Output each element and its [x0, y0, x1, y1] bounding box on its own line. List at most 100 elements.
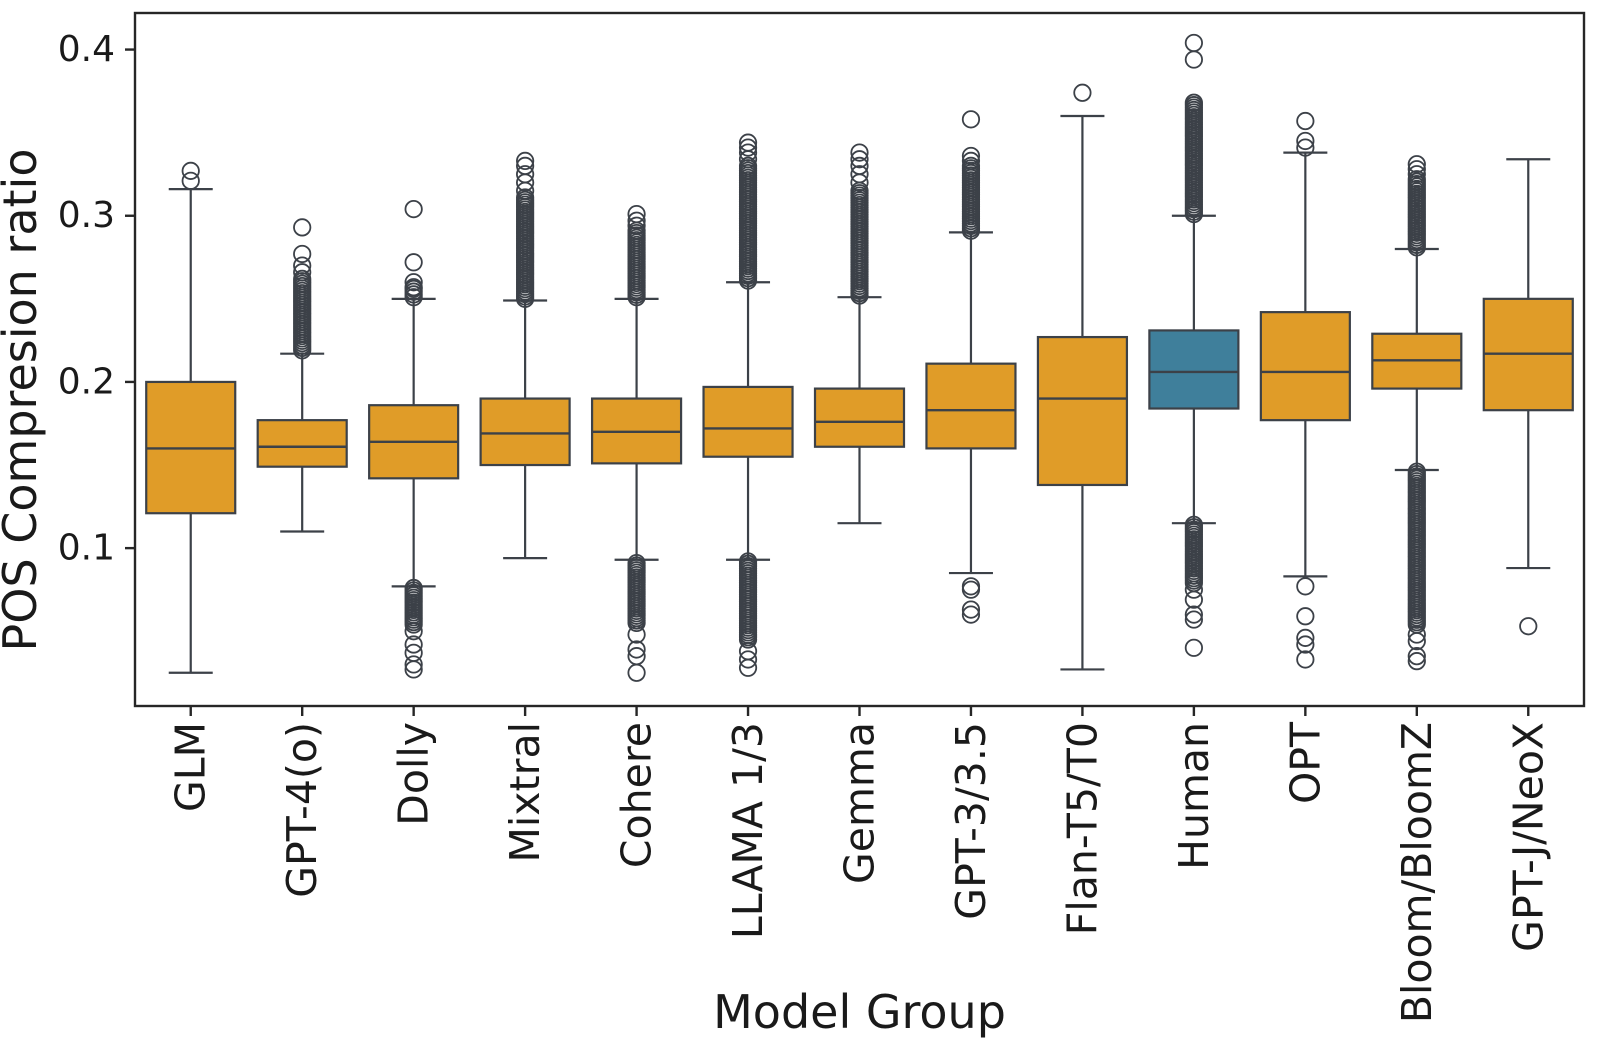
- x-tick-label-llama-1-3: LLAMA 1/3: [724, 722, 772, 939]
- outlier-point: [404, 578, 423, 598]
- outlier-point: [627, 663, 646, 682]
- outlier-point: [1407, 632, 1426, 651]
- outlier-point: [404, 278, 423, 297]
- outlier-point: [1407, 647, 1426, 666]
- box-group-cohere: [590, 204, 683, 682]
- outlier-point: [961, 110, 981, 129]
- box: [1259, 311, 1351, 422]
- x-tick-label-mixtral: Mixtral: [501, 722, 549, 862]
- outlier-cluster: [738, 552, 758, 649]
- outlier-point: [1407, 160, 1426, 179]
- box-group-dolly: [368, 200, 460, 679]
- outlier-points: [1184, 33, 1203, 657]
- outlier-point: [516, 156, 535, 175]
- box-group-bloom-bloomz: [1371, 155, 1463, 671]
- outlier-points: [1519, 617, 1538, 636]
- outlier-point: [627, 204, 646, 224]
- outlier-point: [516, 151, 535, 171]
- outlier-points: [1407, 155, 1426, 671]
- box: [1036, 335, 1129, 487]
- box-group-opt: [1259, 111, 1351, 669]
- outlier-point: [850, 165, 869, 184]
- x-tick-label-gemma: Gemma: [836, 722, 884, 884]
- box-group-gpt-4-o: [256, 218, 348, 533]
- box-group-flan-t5-t0: [1036, 83, 1129, 671]
- outlier-point: [1407, 165, 1426, 184]
- outlier-point: [627, 625, 646, 644]
- x-tick-label-gpt-4-o: GPT-4(o): [278, 722, 326, 898]
- outlier-points: [627, 204, 646, 682]
- outlier-point: [738, 650, 758, 669]
- box: [479, 397, 571, 467]
- outlier-point: [1296, 111, 1315, 131]
- box: [702, 385, 794, 458]
- y-tick-label-0.1: 0.1: [58, 528, 115, 569]
- box-group-gpt-3-3-5: [925, 110, 1017, 624]
- outlier-point: [627, 211, 646, 230]
- outlier-point: [1407, 155, 1426, 174]
- outlier-point: [1184, 515, 1203, 534]
- x-tick-label-opt: OPT: [1281, 721, 1329, 804]
- outlier-point: [1184, 605, 1203, 624]
- outlier-point: [1296, 607, 1315, 626]
- box: [813, 387, 906, 448]
- outlier-point: [1407, 170, 1426, 189]
- outlier-point: [1184, 93, 1203, 112]
- outlier-points: [738, 133, 758, 677]
- y-axis: 0.1 0.2 0.3 0.4: [58, 29, 135, 569]
- box-group-human: [1148, 33, 1240, 657]
- x-axis: GLM GPT-4(o) Dolly Mixtral Cohere LLAMA 1/3 Ge…: [167, 706, 1552, 1023]
- y-tick-label-0.2: 0.2: [58, 361, 115, 402]
- outlier-point: [738, 143, 758, 162]
- outlier-point: [850, 143, 869, 162]
- outlier-cluster: [627, 221, 646, 307]
- box: [1148, 329, 1240, 410]
- outlier-point: [738, 133, 758, 152]
- outlier-point: [293, 244, 312, 264]
- outlier-point: [738, 156, 758, 175]
- outlier-point: [961, 605, 981, 624]
- outlier-point: [1407, 625, 1426, 644]
- x-tick-label-human: Human: [1170, 722, 1218, 870]
- outlier-point: [181, 171, 200, 190]
- outlier-point: [293, 263, 312, 282]
- outlier-point: [404, 273, 423, 292]
- outlier-point: [1407, 462, 1426, 481]
- outlier-cluster: [961, 156, 981, 240]
- outlier-points: [1073, 83, 1092, 102]
- outlier-cluster: [293, 269, 312, 360]
- plot-area: [145, 33, 1574, 682]
- outlier-cluster: [627, 553, 646, 633]
- box-group-llama-1-3: [702, 133, 794, 677]
- x-tick-label-gpt-3-3-5: GPT-3/3.5: [947, 722, 995, 920]
- outlier-points: [850, 143, 869, 192]
- outlier-point: [1184, 590, 1203, 609]
- outlier-cluster: [1407, 462, 1426, 634]
- outlier-cluster: [1407, 170, 1426, 257]
- outlier-points: [1296, 111, 1315, 669]
- outlier-point: [516, 188, 535, 207]
- outlier-point: [850, 156, 869, 175]
- outlier-points: [404, 200, 423, 679]
- outlier-point: [961, 600, 981, 619]
- outlier-point: [961, 580, 981, 599]
- outlier-point: [404, 635, 423, 654]
- outlier-point: [738, 552, 758, 571]
- x-tick-label-dolly: Dolly: [390, 722, 438, 826]
- outlier-point: [404, 660, 423, 679]
- outlier-point: [1184, 580, 1203, 599]
- y-axis-title: POS Compresion ratio: [0, 149, 47, 652]
- outlier-point: [961, 146, 981, 166]
- y-tick-label-0.3: 0.3: [58, 195, 115, 236]
- box: [256, 419, 348, 468]
- x-axis-title: Model Group: [713, 985, 1006, 1039]
- outlier-point: [1296, 635, 1315, 654]
- outlier-point: [1184, 33, 1203, 53]
- outlier-point: [516, 165, 535, 184]
- outlier-cluster: [1184, 93, 1203, 224]
- outlier-point: [1296, 628, 1315, 647]
- outlier-points: [961, 110, 981, 624]
